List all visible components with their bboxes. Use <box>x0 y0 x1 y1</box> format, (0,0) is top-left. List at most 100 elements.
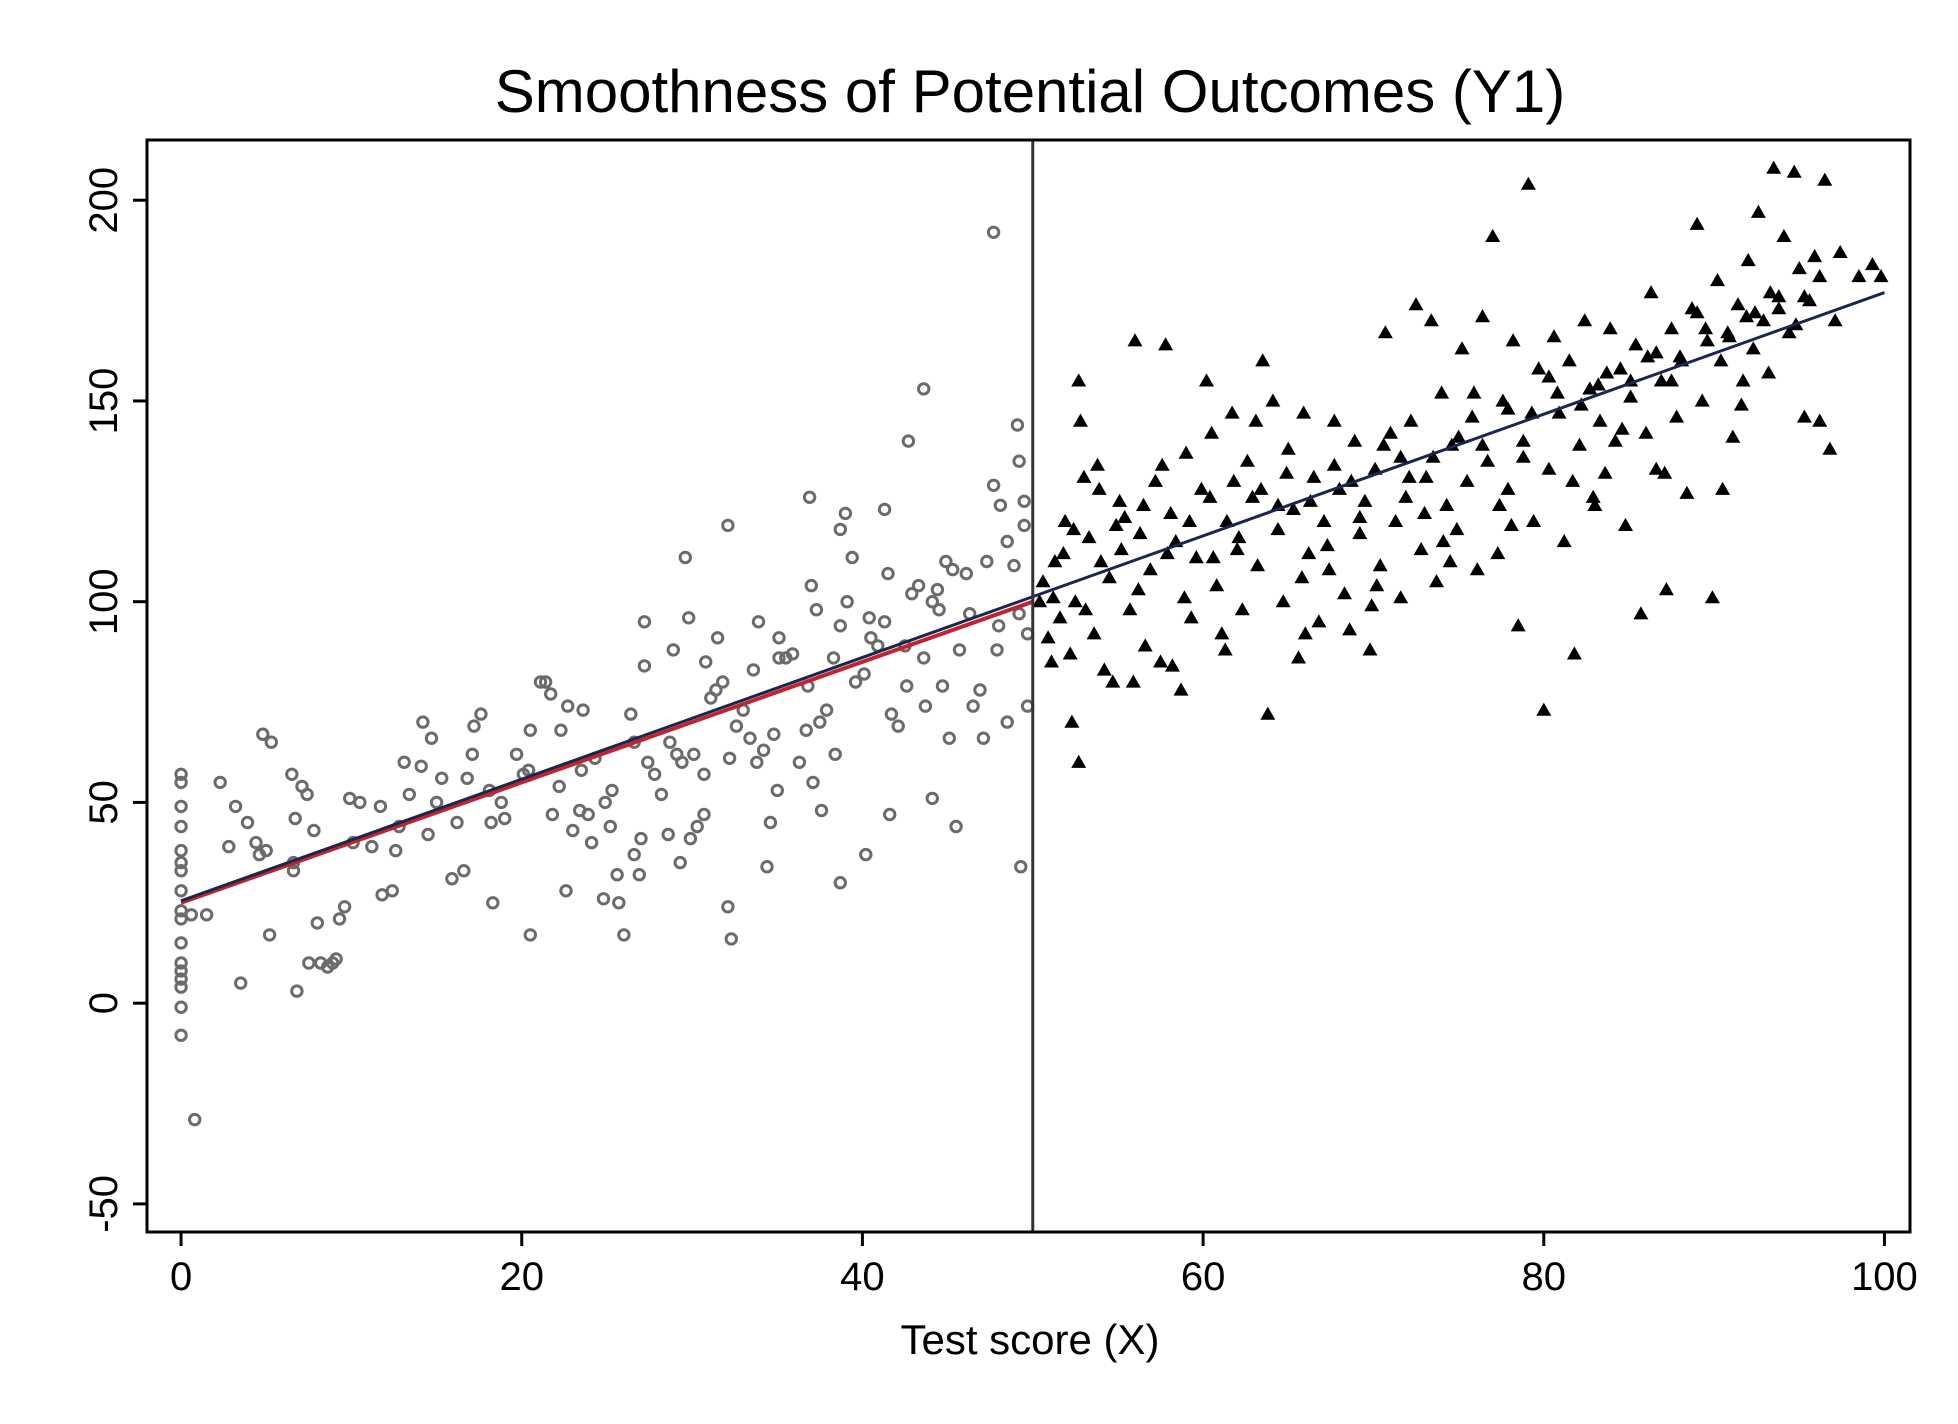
data-point-triangle <box>1715 481 1731 495</box>
data-point-circle <box>833 522 847 537</box>
data-point-triangle <box>1704 590 1720 604</box>
data-point-circle <box>673 855 687 870</box>
x-tick-label: 80 <box>1522 1255 1567 1299</box>
data-point-triangle <box>1255 353 1271 367</box>
data-point-triangle <box>1762 285 1778 299</box>
data-point-triangle <box>1434 385 1450 399</box>
data-point-triangle <box>1643 285 1659 299</box>
data-point-triangle <box>1401 469 1417 483</box>
data-point-triangle <box>1296 405 1312 419</box>
data-point-circle <box>678 550 692 565</box>
data-point-triangle <box>1199 373 1214 387</box>
data-point-circle <box>925 595 939 609</box>
data-point-circle <box>729 719 744 733</box>
data-point-triangle <box>1093 554 1109 568</box>
data-point-triangle <box>1510 618 1526 632</box>
data-point-triangle <box>1136 497 1151 511</box>
data-point-circle <box>864 631 878 645</box>
data-point-circle <box>174 819 188 834</box>
data-point-triangle <box>1188 550 1204 564</box>
data-point-triangle <box>1739 309 1754 323</box>
data-point-circle <box>559 884 573 898</box>
data-point-triangle <box>1796 409 1812 423</box>
data-point-triangle <box>1549 385 1565 399</box>
x-axis-title: Test score (X) <box>900 1316 1159 1363</box>
data-point-triangle <box>1699 333 1715 347</box>
data-point-triangle <box>1248 413 1264 427</box>
data-point-triangle <box>1832 244 1848 258</box>
data-point-circle <box>174 775 188 790</box>
data-point-triangle <box>1417 505 1432 519</box>
data-point-circle <box>264 735 278 749</box>
data-point-circle <box>986 478 1001 492</box>
data-point-triangle <box>1451 429 1467 443</box>
data-point-triangle <box>1226 473 1242 487</box>
data-point-triangle <box>1052 610 1068 624</box>
data-point-circle <box>421 827 435 842</box>
data-point-circle <box>460 771 474 785</box>
data-point-circle <box>724 932 738 946</box>
data-point-circle <box>1010 418 1025 432</box>
data-point-triangle <box>1352 509 1368 523</box>
data-point-triangle <box>1154 457 1170 471</box>
data-point-triangle <box>1326 457 1342 471</box>
data-point-triangle <box>1648 345 1664 359</box>
data-point-triangle <box>1125 674 1141 688</box>
data-point-circle <box>329 952 343 966</box>
data-point-triangle <box>1158 337 1174 351</box>
data-point-triangle <box>1526 513 1542 527</box>
data-point-triangle <box>1566 646 1582 660</box>
data-point-circle <box>523 723 537 737</box>
y-tick-label: 150 <box>82 368 126 435</box>
data-point-circle <box>900 679 914 693</box>
data-point-triangle <box>1791 261 1807 275</box>
data-point-circle <box>290 984 304 998</box>
data-point-circle <box>881 566 895 581</box>
data-point-triangle <box>1112 493 1128 507</box>
data-point-triangle <box>1480 453 1496 467</box>
data-point-triangle <box>1178 445 1194 459</box>
data-point-triangle <box>1239 453 1255 467</box>
data-point-circle <box>992 619 1006 633</box>
data-point-circle <box>174 855 188 870</box>
data-point-circle <box>445 872 459 886</box>
data-point-triangle <box>1781 325 1797 339</box>
data-point-circle <box>763 815 778 830</box>
data-point-circle <box>826 651 841 665</box>
data-point-triangle <box>1710 273 1725 287</box>
data-point-triangle <box>1492 497 1507 511</box>
data-point-triangle <box>1302 493 1318 507</box>
data-point-triangle <box>1342 622 1358 636</box>
data-point-triangle <box>1117 509 1133 523</box>
data-point-triangle <box>1173 682 1189 696</box>
data-point-circle <box>828 747 842 761</box>
data-point-circle <box>240 815 255 830</box>
data-point-circle <box>228 799 243 814</box>
data-point-triangle <box>1827 313 1843 327</box>
data-point-circle <box>561 699 575 713</box>
data-point-triangle <box>1137 638 1153 652</box>
data-point-circle <box>435 771 449 785</box>
x-tick-label: 40 <box>840 1255 885 1299</box>
data-point-circle <box>838 506 853 521</box>
data-point-triangle <box>1475 437 1490 451</box>
data-point-triangle <box>1541 461 1557 475</box>
data-point-circle <box>397 755 411 769</box>
data-point-circle <box>457 864 471 878</box>
data-point-triangle <box>1500 481 1516 495</box>
data-point-circle <box>429 795 444 810</box>
data-point-triangle <box>1219 513 1235 527</box>
data-point-triangle <box>1260 706 1276 720</box>
data-point-triangle <box>1694 393 1710 407</box>
data-point-triangle <box>1590 377 1606 391</box>
data-point-circle <box>697 807 711 822</box>
data-point-circle <box>833 876 847 890</box>
data-point-circle <box>605 783 619 798</box>
data-point-triangle <box>1319 538 1335 552</box>
data-point-triangle <box>1306 469 1322 483</box>
data-point-circle <box>663 735 677 749</box>
data-point-triangle <box>1376 437 1392 451</box>
data-point-triangle <box>1541 369 1557 383</box>
data-point-circle <box>174 972 188 986</box>
data-point-triangle <box>1086 626 1102 640</box>
